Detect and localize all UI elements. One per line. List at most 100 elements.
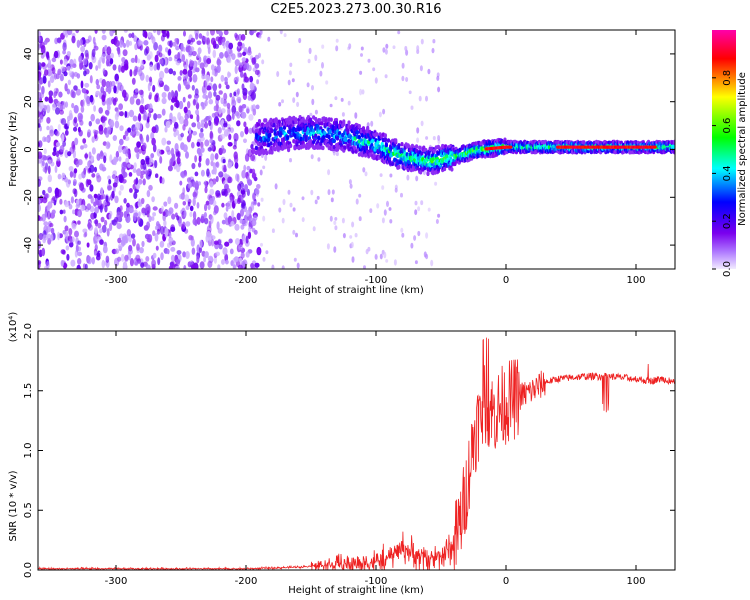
spectrogram-cell <box>238 105 243 113</box>
spectrogram-cell <box>159 70 165 80</box>
spectrogram-cell <box>321 62 324 69</box>
spectrogram-cell <box>129 69 133 77</box>
spectrogram-cell <box>122 49 128 57</box>
spectrogram-cell <box>104 109 110 116</box>
spectrogram-cell <box>196 202 200 209</box>
spectrogram-cell <box>152 212 157 217</box>
spectrogram-cell <box>119 205 123 212</box>
spectrogram-cell <box>335 45 339 52</box>
spectrogram-cell <box>191 247 196 255</box>
spectrogram-cell <box>420 200 424 206</box>
spectrogram-cell <box>59 209 64 215</box>
spectrogram-cell <box>203 118 208 123</box>
spectrogram-cell <box>397 146 401 151</box>
spectrogram-cell <box>207 43 211 50</box>
colorbar-ticks: 0.0 0.2 0.4 0.6 0.8 <box>712 70 733 277</box>
spectrogram-cell <box>179 193 184 200</box>
spectrogram-cell <box>254 145 258 151</box>
snr-y-ticks: 0.0 0.5 1.0 1.5 2.0 <box>23 323 675 578</box>
spectrogram-cell <box>172 41 177 47</box>
spectrogram-cell <box>224 50 229 59</box>
spectrogram-cell <box>217 126 222 134</box>
spectrogram-cell <box>118 64 122 73</box>
spectrogram-cell <box>242 87 248 96</box>
spectrogram-cell <box>162 211 166 217</box>
spectrogram-cell <box>101 34 107 41</box>
spectrogram-cell <box>267 137 271 142</box>
spectrogram-cell <box>59 145 65 153</box>
spectrogram-cell <box>224 183 230 190</box>
spectrogram-cell <box>245 235 249 244</box>
spectrogram-cell <box>240 203 246 210</box>
spectrogram-cell <box>211 69 216 76</box>
spectrogram-cell <box>237 41 243 47</box>
spectrogram-cell <box>79 119 84 126</box>
spectrogram-cell <box>417 230 421 237</box>
spectrogram-cell <box>109 222 113 232</box>
spectrogram-cell <box>118 174 124 180</box>
spectrogram-cell <box>86 203 92 211</box>
spectrogram-cell <box>234 155 239 164</box>
spectrogram-cell <box>109 119 115 128</box>
spectrogram-cell <box>233 76 239 84</box>
spectrogram-cell <box>406 174 410 181</box>
spectrogram-cell <box>64 83 68 92</box>
spectrogram-cell <box>419 170 423 175</box>
spectrogram-cell <box>381 217 385 224</box>
spectrogram-cell <box>202 36 208 42</box>
spectrogram-cell <box>359 70 363 75</box>
spectrogram-cell <box>174 96 178 103</box>
spectrogram-cell <box>255 184 261 189</box>
x-tick-label: 100 <box>626 275 645 286</box>
spectrogram-cell <box>147 234 153 243</box>
spectrogram-cell <box>42 155 48 161</box>
spectrogram-cell <box>43 148 47 155</box>
spectrogram-cell <box>209 138 213 144</box>
spectrogram-cell <box>72 188 77 195</box>
spectrogram-cell <box>388 207 392 211</box>
spectrogram-cell <box>383 133 387 138</box>
spectrogram-cell <box>60 66 66 73</box>
spectrogram-cell <box>414 260 418 265</box>
spectrogram-cell <box>243 138 247 144</box>
spectrogram-cell <box>167 165 173 172</box>
spectrogram-cell <box>241 111 247 119</box>
spectrogram-cell <box>51 103 56 111</box>
spectrogram-cell <box>243 121 247 128</box>
spectrogram-cell <box>94 30 98 34</box>
spectrogram-cell <box>436 75 440 81</box>
spectrogram-cell <box>282 198 286 206</box>
spectrogram-cell <box>191 50 197 57</box>
spectrogram-cell <box>87 256 92 265</box>
spectrogram-cell <box>165 145 171 153</box>
spectrogram-cell <box>215 251 221 257</box>
spectrogram-cell <box>55 142 61 147</box>
spectrogram-cell <box>327 169 331 176</box>
spectrogram-cell <box>236 96 242 103</box>
spectrogram-cell <box>239 62 243 68</box>
spectrogram-cell <box>170 104 174 111</box>
spectrogram-cell <box>419 65 423 72</box>
spectrogram-cell <box>132 212 137 222</box>
spectrogram-cell <box>142 162 147 170</box>
spectrogram-cell <box>138 40 144 46</box>
spectrogram-cell <box>45 193 50 199</box>
y-tick-label: 1.5 <box>23 383 34 399</box>
spectrogram-cell <box>301 196 305 201</box>
spectrogram-cell <box>348 179 352 185</box>
spectrogram-cell <box>203 256 207 263</box>
spectrogram-cell <box>287 189 291 195</box>
spectrogram-cell <box>212 83 218 92</box>
spectrogram-cell <box>183 80 187 86</box>
spectrogram-cell <box>114 120 120 129</box>
spectrogram-cell <box>220 133 226 140</box>
spectrogram-cell <box>326 243 330 250</box>
spectrogram-cell <box>198 162 202 168</box>
spectrogram-cell <box>162 32 167 38</box>
spectrogram-cell <box>311 98 315 106</box>
colorbar-label: Normalized spectral amplitude <box>737 72 748 226</box>
spectrogram-cell <box>334 225 338 231</box>
spectrogram-cell <box>374 77 378 84</box>
spectrogram-cell <box>344 137 348 143</box>
spectrogram-cell <box>128 172 133 177</box>
